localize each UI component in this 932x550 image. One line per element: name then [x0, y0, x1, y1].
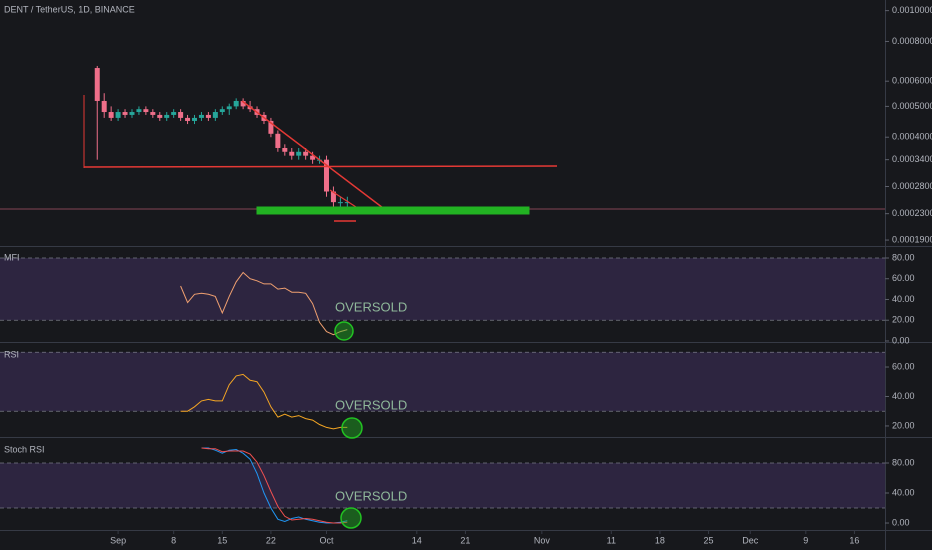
y-tick-label: 0.0006000 [892, 76, 932, 86]
x-tick-label: 21 [460, 535, 470, 545]
candle-body [226, 106, 232, 110]
indicator-line [180, 271, 348, 336]
indicator-line [201, 447, 348, 524]
x-tick-label: 18 [655, 535, 665, 545]
candle-body [143, 109, 149, 113]
trend-line [241, 100, 384, 209]
x-tick-label: 16 [849, 535, 859, 545]
candle-body [164, 114, 170, 118]
y-tick-label: 40.00 [892, 294, 915, 304]
support-zone [256, 206, 530, 215]
y-tick-label: 0.00 [892, 335, 910, 345]
oversold-circle [341, 417, 363, 439]
y-tick-label: 80.00 [892, 457, 915, 467]
annotation: OVERSOLD [335, 488, 407, 503]
x-tick-label: 9 [803, 535, 808, 545]
candle-body [344, 202, 350, 204]
candle-body [268, 120, 274, 134]
x-tick-label: Dec [742, 535, 759, 545]
candle-body [198, 114, 204, 118]
candle-body [303, 151, 309, 156]
y-tick-label: 0.0005000 [892, 101, 932, 111]
pane-title: Stoch RSI [4, 444, 45, 454]
y-tick-label: 60.00 [892, 361, 915, 371]
x-tick-label: 8 [171, 535, 176, 545]
trend-line [329, 189, 357, 208]
candle-body [212, 112, 218, 118]
x-tick-label: 25 [704, 535, 714, 545]
y-tick-label: 0.0002800 [892, 181, 932, 191]
pane-title: RSI [4, 349, 19, 359]
y-tick-label: 20.00 [892, 315, 915, 325]
candle-body [337, 202, 343, 204]
candle-body [205, 114, 211, 118]
y-tick-label: 0.00 [892, 517, 910, 527]
annotation: OVERSOLD [335, 299, 407, 314]
annotation: OVERSOLD [335, 397, 407, 412]
y-tick-label: 40.00 [892, 487, 915, 497]
band-fill [0, 462, 885, 509]
y-tick-label: 0.0001900 [892, 234, 932, 244]
candle-body [282, 147, 288, 152]
oversold-circle [340, 507, 362, 529]
y-tick-label: 0.0004000 [892, 132, 932, 142]
candle-body [101, 100, 107, 113]
candle-body [296, 151, 302, 156]
candle-body [219, 109, 225, 113]
candle-body [171, 112, 177, 115]
candle-body [330, 191, 336, 203]
candle-body [150, 112, 156, 115]
candle-body [323, 159, 329, 192]
candle-body [129, 112, 135, 115]
band-fill [0, 257, 885, 321]
chart-title: DENT / TetherUS, 1D, BINANCE [4, 4, 135, 14]
candle-body [122, 112, 128, 115]
x-tick-label: 11 [607, 535, 616, 545]
x-tick-label: Nov [534, 535, 551, 545]
band-fill [0, 352, 885, 412]
candle-body [94, 68, 100, 101]
candle-body [115, 112, 121, 118]
y-tick-label: 20.00 [892, 420, 915, 430]
y-tick-label: 60.00 [892, 273, 915, 283]
candle-body [233, 100, 239, 107]
candle-body [136, 109, 142, 113]
x-tick-label: Oct [319, 535, 334, 545]
indicator-line [180, 373, 348, 430]
candle-body [178, 112, 184, 118]
y-tick-label: 40.00 [892, 391, 915, 401]
x-tick-label: 15 [217, 535, 227, 545]
candle-body [289, 151, 295, 156]
x-tick-label: 14 [412, 535, 422, 545]
candle-body [275, 133, 281, 148]
marks: Sep 8 15 22 Oct 14 21 Nov 11 18 25 Dec 9 16 0.0010000 0… [0, 5, 932, 545]
candle-body [157, 114, 163, 118]
support-line [83, 165, 558, 168]
pane-title: MFI [4, 252, 20, 262]
x-tick-label: Sep [110, 535, 126, 545]
x-tick-label: 22 [266, 535, 276, 545]
y-tick-label: 0.0010000 [892, 5, 932, 15]
oversold-circle [334, 321, 354, 341]
y-tick-label: 80.00 [892, 252, 915, 262]
candle-body [310, 155, 316, 160]
drawings [0, 95, 885, 529]
candle-body [108, 112, 114, 118]
y-tick-label: 0.0008000 [892, 36, 932, 46]
candle-body [185, 117, 191, 121]
candle-body [240, 100, 246, 107]
y-tick-label: 0.0002300 [892, 208, 932, 218]
candle-body [192, 117, 198, 121]
y-tick-label: 0.0003400 [892, 154, 932, 164]
